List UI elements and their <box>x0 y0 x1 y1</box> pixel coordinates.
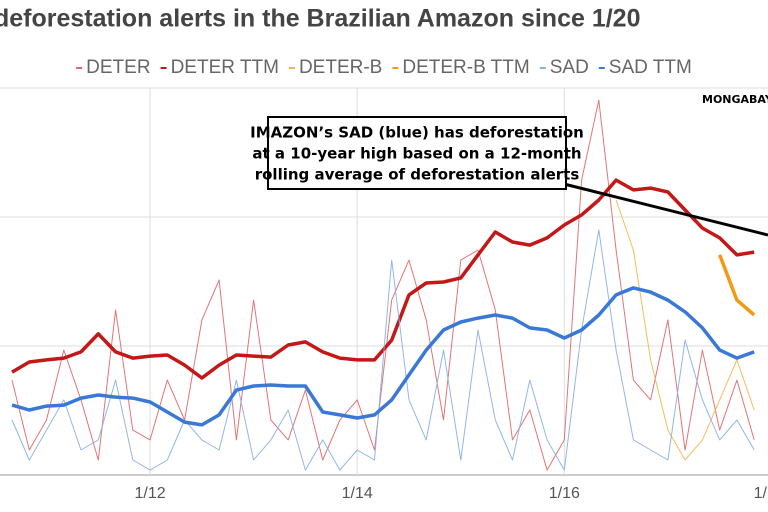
annotation-line: rolling average of deforestation alerts <box>255 166 580 184</box>
legend-item: DETER TTM <box>160 57 279 78</box>
legend-item: DETER <box>76 57 151 78</box>
plot <box>11 99 756 471</box>
annotation-line: IMAZON’s SAD (blue) has deforestation <box>250 124 584 142</box>
chart-title: deforestation alerts in the Brazilian Am… <box>0 5 640 33</box>
legend: DETER DETER TTM DETER-B DETER-B TTM SAD SAD T… <box>76 57 692 78</box>
annotation-line: at a 10-year high based on a 12-month <box>252 145 581 163</box>
legend-item: DETER-B <box>288 57 382 78</box>
series-line <box>11 286 755 427</box>
x-tick-label: 1/ <box>754 485 768 502</box>
series-line <box>718 254 756 317</box>
source: MONGABAY <box>702 93 768 106</box>
legend-label: DETER-B TTM <box>402 57 529 78</box>
legend-label: SAD <box>550 57 589 78</box>
x-tick-label: 1/12 <box>135 485 166 502</box>
legend-label: DETER-B <box>299 57 382 78</box>
legend-label: DETER <box>86 57 150 78</box>
legend-label: SAD TTM <box>609 57 692 78</box>
x-tick-label: 1/14 <box>342 485 373 502</box>
legend-item: SAD <box>539 57 589 78</box>
legend-item: SAD TTM <box>598 57 692 78</box>
series-line <box>11 229 755 471</box>
legend-label: DETER TTM <box>171 57 279 78</box>
series-line <box>615 199 755 461</box>
x-tick-label: 1/16 <box>549 485 580 502</box>
annotation-pointer <box>559 181 768 237</box>
legend-item: DETER-B TTM <box>392 57 530 78</box>
series-line <box>11 99 755 471</box>
series-line <box>11 178 755 380</box>
annotation-box <box>267 116 567 190</box>
